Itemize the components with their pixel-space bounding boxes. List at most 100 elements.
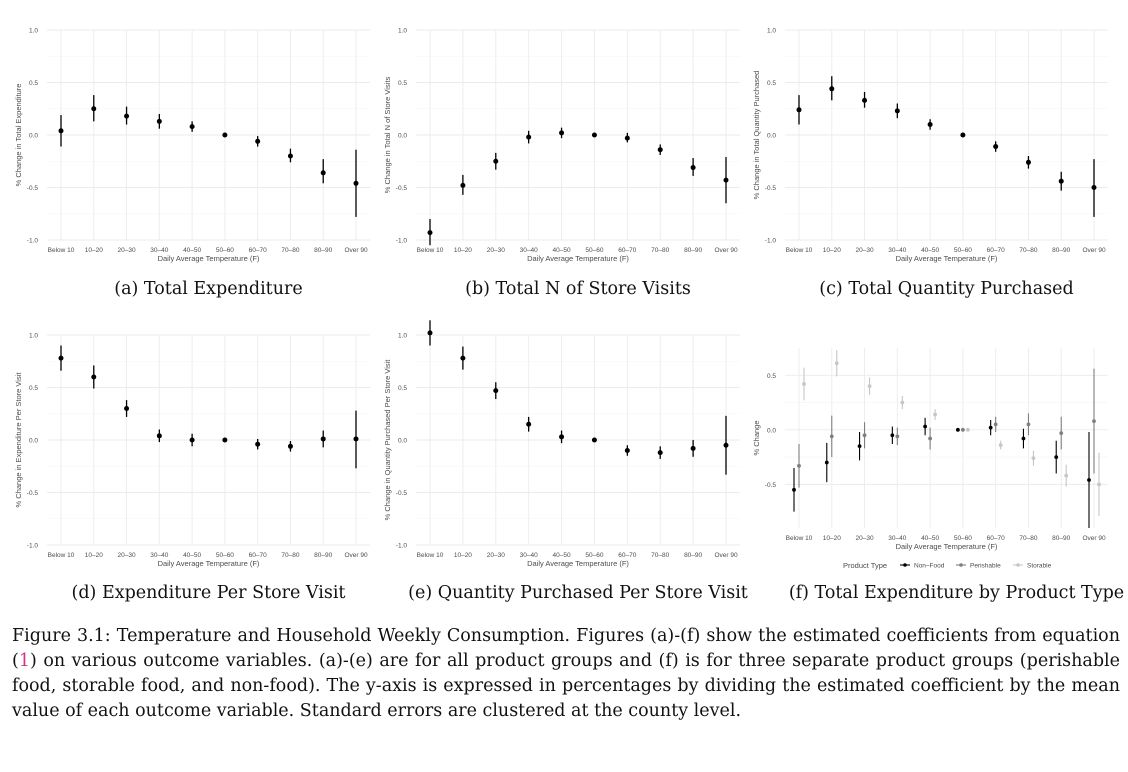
y-tick-label: 0.0 [398,438,407,445]
data-point [829,86,835,92]
data-point [824,460,829,465]
legend-key-point [1016,563,1020,567]
x-tick-label: 60–70 [987,247,1005,254]
data-point [857,444,862,449]
series-perishable [797,368,1096,488]
y-tick-label: 0.5 [29,80,38,87]
x-tick-label: 70–80 [281,247,299,254]
data-point [58,355,64,361]
y-tick-label: 0.5 [29,385,38,392]
data-point [255,441,261,447]
data-point [124,113,130,119]
x-tick-label: Below 10 [786,247,813,254]
y-tick-label: -1.0 [396,238,408,245]
data-point [591,437,597,443]
x-tick-label: 60–70 [249,247,267,254]
x-tick-label: 20–30 [856,535,874,542]
x-tick-label: 20–30 [856,247,874,254]
data-point [923,424,928,429]
series-storable [802,350,1101,516]
y-axis-title: % Change in Total Expenditure [14,84,23,187]
x-tick-label: 40–50 [553,552,571,559]
x-tick-label: 30–40 [888,535,906,542]
data-point [960,132,966,138]
y-axis-title: % Change in Total N of Store Visits [383,77,392,194]
x-tick-label: 50–60 [585,247,603,254]
legend-item: Perishable [956,563,1001,570]
legend-key-point [959,563,963,567]
data-point [526,134,532,140]
x-axis-title: Daily Average Temperature (F) [158,559,260,568]
data-point [287,153,293,159]
x-tick-label: 10–20 [454,247,472,254]
x-tick-label: 30–40 [520,247,538,254]
x-tick-label: 80–90 [684,247,702,254]
chart-panel-d: -1.0 -0.5 0.0 0.5 1.0 Below 10 10–20 20–30 30–40… [14,333,370,603]
data-point [460,182,466,188]
data-point [320,170,326,176]
x-tick-label: 20–30 [487,247,505,254]
y-tick-label: -1.0 [27,238,39,245]
data-point [559,130,565,136]
x-axis-title: Daily Average Temperature (F) [527,559,629,568]
data-point [862,97,868,103]
data-point [657,450,663,456]
data-point [988,425,993,430]
x-tick-label: 10–20 [85,552,103,559]
x-tick-label: 20–30 [118,552,136,559]
y-tick-label: -0.5 [765,482,777,489]
x-tick-label: 60–70 [987,535,1005,542]
x-tick-label: Over 90 [1082,535,1106,542]
data-point [792,487,796,492]
data-point [493,158,499,164]
data-point [1097,482,1101,487]
y-tick-label: 0.5 [767,80,776,87]
data-point [624,448,630,453]
x-tick-label: 10–20 [823,535,841,542]
x-tick-label: 30–40 [888,247,906,254]
data-point [1054,455,1059,459]
data-point [993,422,998,427]
x-tick-label: 30–40 [150,247,168,254]
y-tick-label: 1.0 [398,28,407,35]
data-point [559,434,565,440]
x-tick-label: 40–50 [921,247,939,254]
y-tick-label: -1.0 [27,543,39,550]
y-axis-title: % Change in Quantity Purchased Per Store… [383,359,392,521]
x-axis-title: Daily Average Temperature (F) [896,542,998,551]
data-point [156,118,162,124]
caption-label: Figure 3.1: [12,626,111,646]
x-tick-label: Over 90 [344,552,368,559]
data-point [955,427,960,432]
y-tick-label: 1.0 [29,333,38,340]
y-axis-title: % Change in Total Quantity Purchased [752,71,761,200]
data-point [802,382,806,386]
data-point [928,436,933,441]
data-point [353,436,359,442]
data-point [156,433,162,439]
data-point [900,400,905,405]
y-axis-title: % Change [752,420,761,455]
x-tick-label: 40–50 [183,552,201,559]
data-point [624,135,630,141]
y-tick-label: -0.5 [27,490,39,497]
x-tick-label: 60–70 [618,247,636,254]
y-tick-label: -0.5 [396,490,408,497]
data-point [1091,185,1097,190]
data-point [862,433,867,438]
data-point [1064,473,1069,478]
x-tick-label: 50–60 [954,247,972,254]
x-tick-label: 70–80 [651,552,669,559]
x-axis-title: Daily Average Temperature (F) [527,254,629,263]
caption-text-2: ) on various outcome variables. (a)-(e) … [12,651,1120,721]
data-point [91,374,97,380]
x-tick-label: 40–50 [921,535,939,542]
chart-panel-e: -1.0 -0.5 0.0 0.5 1.0 Below 10 10–20 20–30 30–40… [383,320,748,603]
figure-panels: -1.0 -0.5 0.0 0.5 1.0 Below 10 10–20 20–30 30–40… [14,28,1124,604]
data-point [287,443,293,449]
equation-reference-link[interactable]: 1 [18,651,30,671]
data-point [895,434,900,439]
legend-label: Storable [1027,563,1052,570]
x-axis-title: Daily Average Temperature (F) [158,254,260,263]
x-tick-label: 70–80 [281,552,299,559]
